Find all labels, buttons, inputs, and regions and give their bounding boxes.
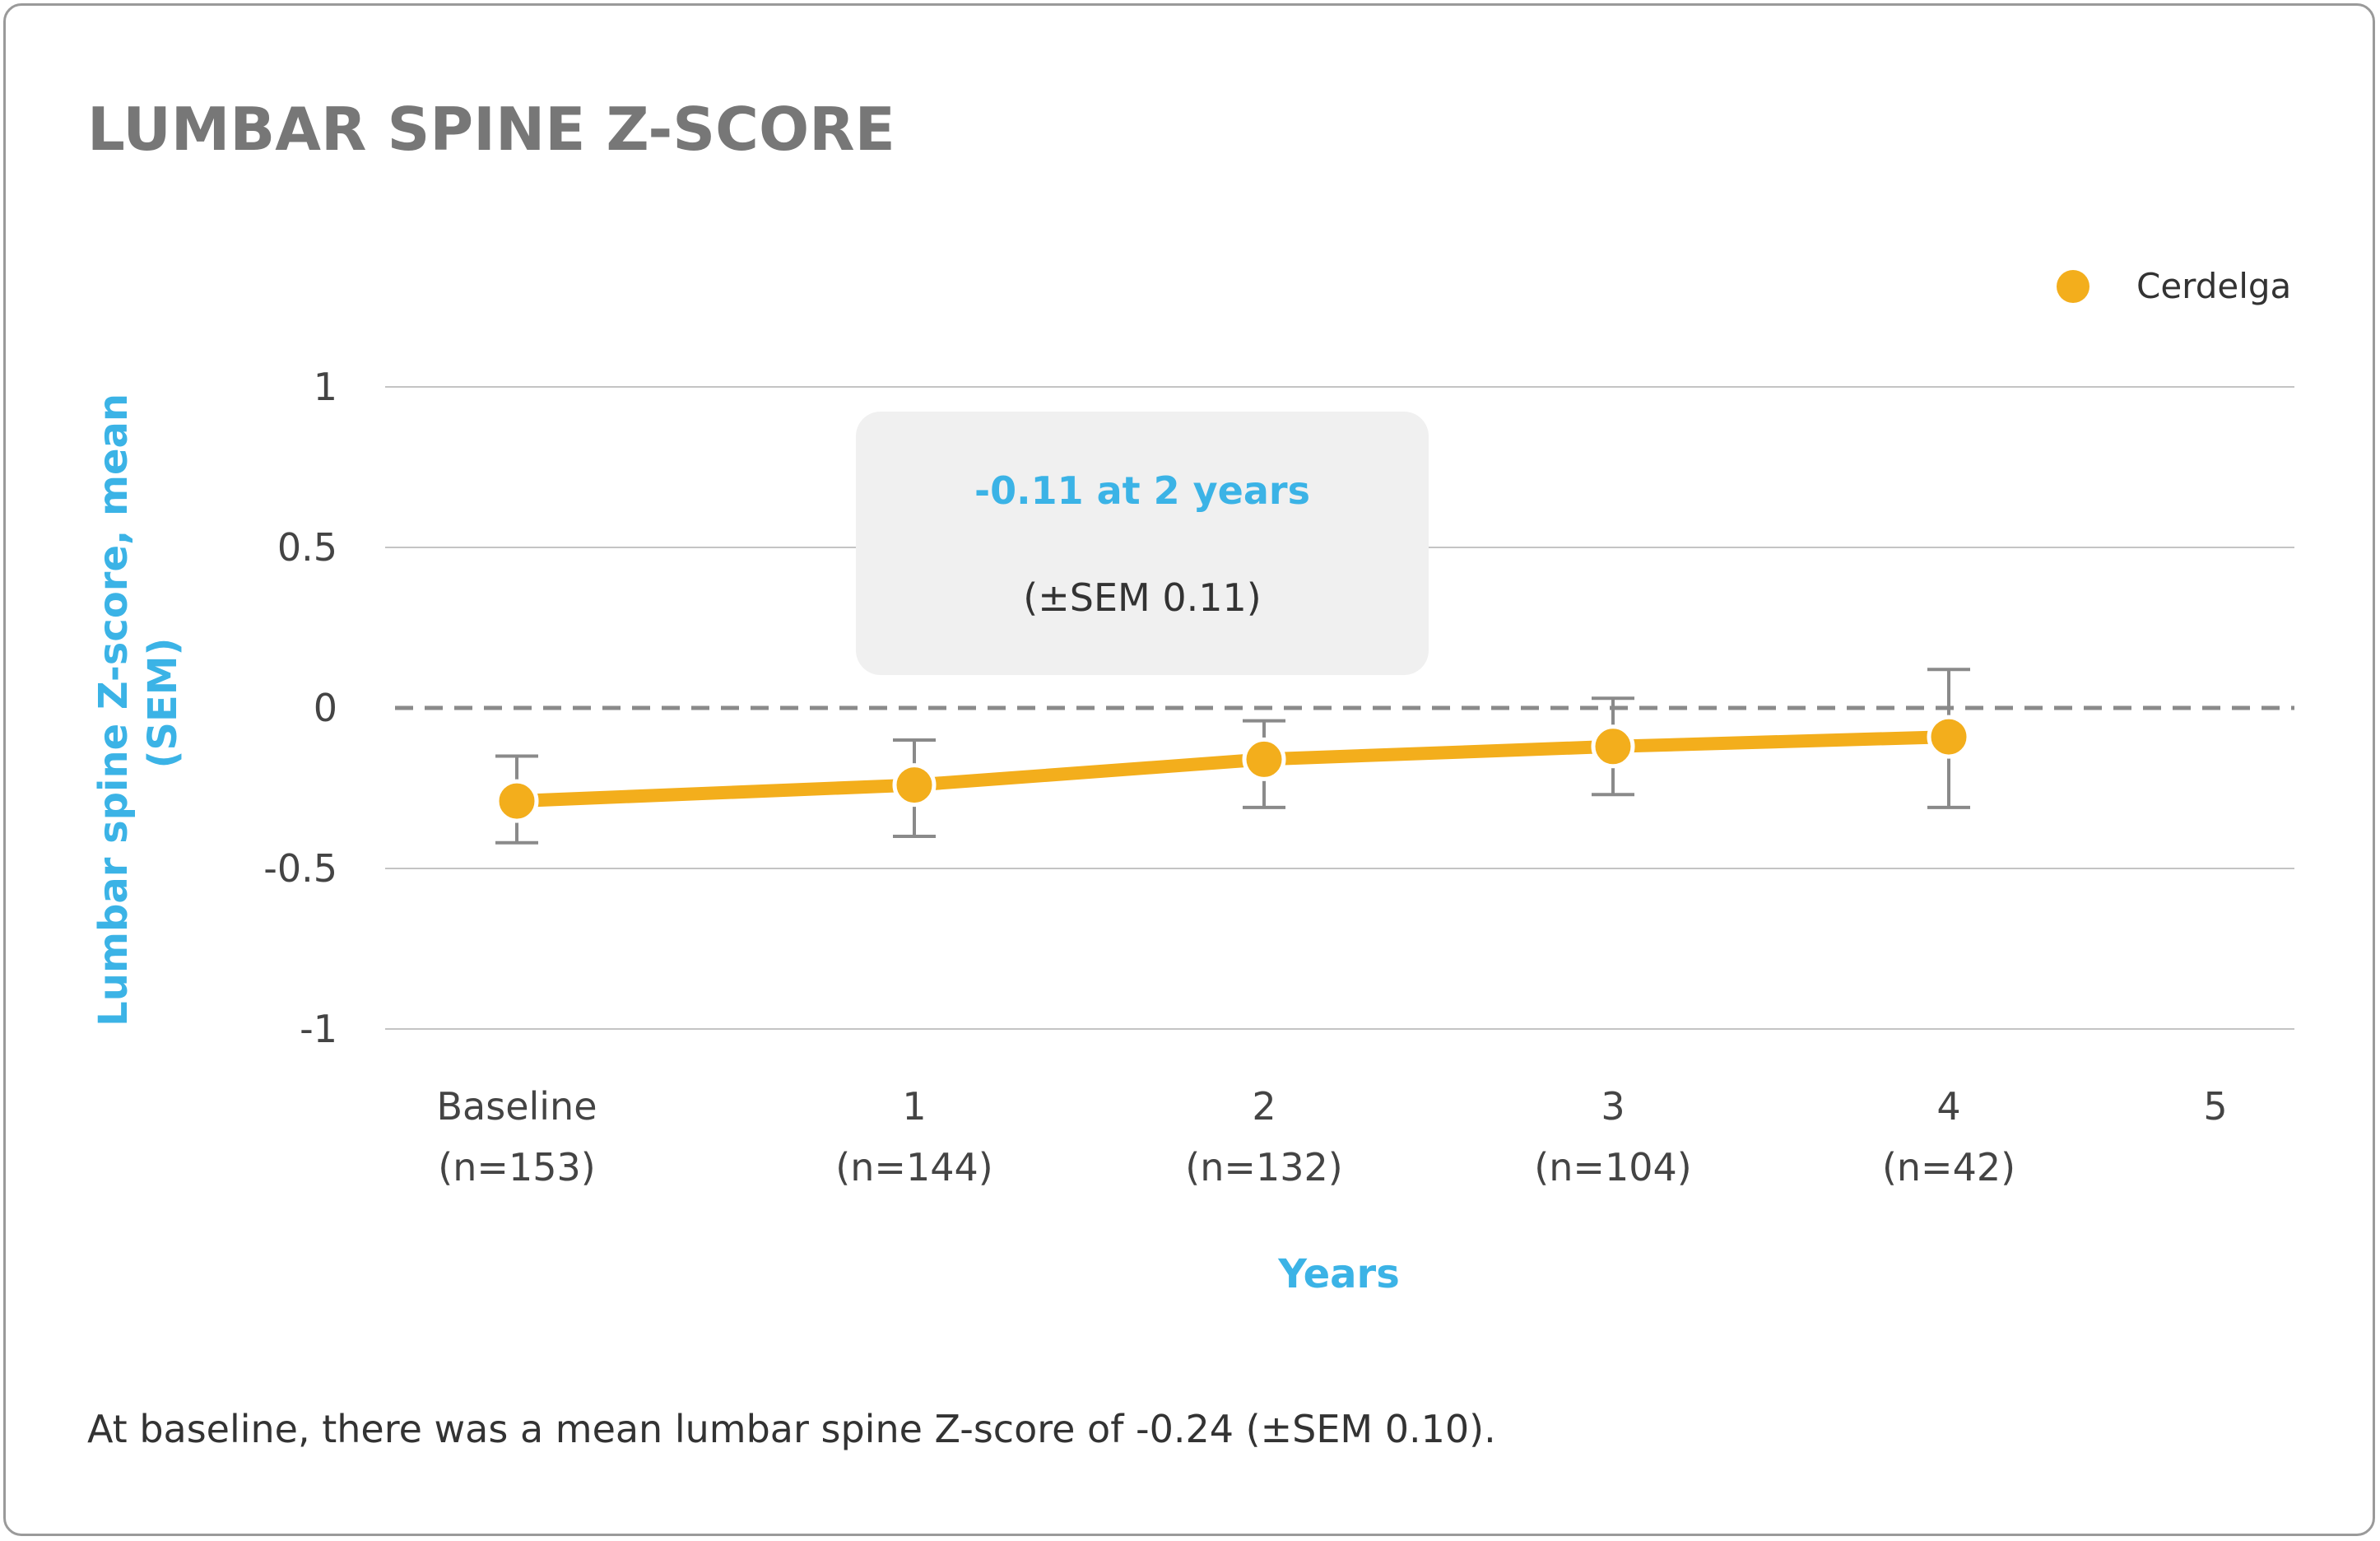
legend-marker bbox=[2057, 270, 2089, 303]
x-tick-label: 2 bbox=[1252, 1084, 1276, 1129]
footnote: At baseline, there was a mean lumbar spi… bbox=[87, 1407, 1496, 1451]
x-tick-label: Baseline bbox=[436, 1084, 597, 1129]
y-tick-label: -0.5 bbox=[263, 846, 337, 891]
x-tick-n-label: (n=42) bbox=[1882, 1145, 2015, 1190]
x-tick-n-label: (n=132) bbox=[1185, 1145, 1342, 1190]
chart-title: LUMBAR SPINE Z-SCORE bbox=[87, 95, 895, 164]
y-tick-label: 1 bbox=[314, 365, 337, 409]
y-tick-label: 0.5 bbox=[277, 525, 337, 570]
y-tick-label: -1 bbox=[300, 1007, 337, 1051]
y-tick-label: 0 bbox=[314, 686, 337, 730]
x-tick-label: 4 bbox=[1936, 1084, 1960, 1129]
x-tick-label: 1 bbox=[902, 1084, 926, 1129]
data-point bbox=[1242, 737, 1286, 781]
data-point bbox=[892, 763, 937, 808]
y-axis-label: Lumbar spine Z-score, mean (SEM) bbox=[91, 379, 186, 1027]
data-point bbox=[1927, 715, 1971, 759]
x-axis-label: Years bbox=[1277, 1251, 1400, 1297]
y-axis-label-line2: (SEM) bbox=[140, 638, 186, 769]
y-tick-labels: 1 0.5 0 -0.5 -1 bbox=[263, 365, 337, 1051]
callout-main-text: -0.11 at 2 years bbox=[974, 468, 1310, 513]
data-point bbox=[1591, 724, 1635, 769]
x-tick-n-label: (n=153) bbox=[438, 1145, 595, 1190]
legend-label: Cerdelga bbox=[2136, 266, 2291, 306]
x-tick-n-label: (n=144) bbox=[835, 1145, 992, 1190]
callout-sub-text: (±SEM 0.11) bbox=[1023, 575, 1261, 620]
x-tick-label: 5 bbox=[2203, 1084, 2227, 1129]
legend: Cerdelga bbox=[2057, 266, 2291, 306]
x-tick-n-label: (n=104) bbox=[1534, 1145, 1691, 1190]
series-line bbox=[510, 730, 1955, 808]
callout-background bbox=[856, 412, 1429, 675]
series-cerdelga bbox=[495, 668, 1971, 845]
data-point bbox=[495, 779, 539, 823]
x-tick-label: 3 bbox=[1601, 1084, 1625, 1129]
callout-box: -0.11 at 2 years (±SEM 0.11) bbox=[856, 412, 1429, 675]
y-axis-label-line1: Lumbar spine Z-score, mean bbox=[91, 393, 137, 1027]
x-tick-labels: Baseline (n=153) 1 (n=144) 2 (n=132) 3 (n=104) 4… bbox=[436, 1084, 2227, 1190]
